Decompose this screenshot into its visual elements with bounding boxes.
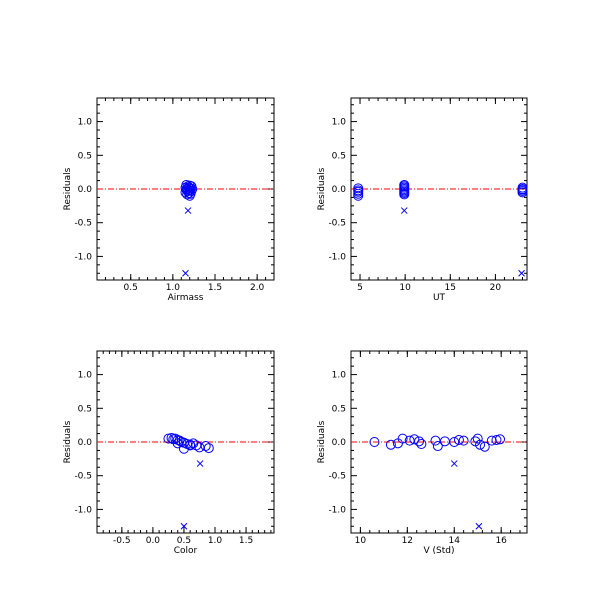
data-point-circle-color	[203, 443, 214, 454]
x-tick-label-ut: 10	[399, 283, 411, 293]
data-point-circle-v-std	[491, 434, 502, 445]
y-tick-label-color: -1.0	[74, 505, 92, 515]
x-tick-label-v-std: 16	[495, 536, 507, 546]
y-axis-label-airmass: Residuals	[63, 167, 73, 210]
x-tick-label-color: 1.5	[239, 536, 253, 546]
x-tick-label-airmass: 2.0	[250, 283, 265, 293]
x-axis-label-airmass: Airmass	[168, 293, 204, 303]
y-tick-label-ut: -0.5	[328, 219, 346, 229]
data-point-circle-color	[194, 442, 205, 453]
y-tick-label-v-std: 0.0	[332, 438, 347, 448]
y-tick-label-ut: -1.0	[328, 252, 346, 262]
y-tick-label-ut: 1.0	[332, 118, 347, 128]
data-point-circle-ut	[517, 187, 528, 198]
data-point-cross-airmass	[184, 207, 192, 214]
data-point-circle-color	[185, 440, 196, 451]
data-point-circle-color	[188, 438, 199, 449]
data-point-circle-v-std	[449, 437, 460, 447]
x-tick-label-color: 1.0	[208, 536, 223, 546]
y-tick-label-ut: 0.0	[332, 185, 347, 195]
data-point-circle-v-std	[479, 441, 490, 452]
data-point-circle-v-std	[475, 439, 486, 450]
data-point-circle-color	[170, 433, 181, 444]
data-point-circle-v-std	[432, 441, 443, 452]
data-point-circle-v-std	[397, 433, 408, 444]
y-axis-label-ut: Residuals	[317, 167, 327, 210]
cross-stroke	[475, 522, 483, 530]
y-tick-label-color: -0.5	[74, 472, 92, 482]
y-tick-label-airmass: 0.5	[78, 151, 92, 161]
x-tick-label-v-std: 12	[402, 536, 413, 546]
y-tick-label-color: 0.0	[78, 438, 93, 448]
cross-stroke	[184, 207, 192, 214]
data-point-cross-ut	[400, 207, 408, 214]
y-tick-label-airmass: -1.0	[74, 252, 92, 262]
panel-color: -0.5 0.0 0.5 1.0 1.5 -1.0 -0.5 0.0 0.5 1.0 Color Re…	[63, 350, 275, 556]
data-point-circle-v-std	[416, 439, 427, 450]
x-tick-label-airmass: 1.5	[208, 283, 222, 293]
x-tick-label-ut: 5	[357, 283, 363, 293]
x-axis-label-v-std: V (Std)	[424, 546, 455, 556]
x-tick-label-v-std: 10	[355, 536, 367, 546]
data-point-circle-v-std	[385, 439, 396, 450]
data-point-cross-color	[196, 460, 204, 467]
x-tick-label-airmass: 0.5	[124, 283, 138, 293]
x-tick-label-v-std: 14	[449, 536, 461, 546]
x-tick-label-color: -0.5	[113, 536, 131, 546]
data-point-circle-v-std	[409, 434, 420, 445]
x-tick-label-ut: 15	[445, 283, 456, 293]
cross-stroke	[518, 269, 525, 277]
y-tick-label-airmass: 0.0	[78, 185, 93, 195]
y-tick-label-airmass: 1.0	[78, 118, 93, 128]
y-tick-label-color: 0.5	[78, 404, 92, 414]
y-tick-label-v-std: 0.5	[332, 404, 346, 414]
cross-stroke	[196, 460, 204, 467]
data-point-circle-color	[178, 443, 189, 454]
panel-v-std: 10 12 14 16 -1.0 -0.5 0.0 0.5 1.0 V (Std) Residual…	[317, 350, 528, 556]
data-point-circle-v-std	[369, 437, 380, 447]
y-tick-label-color: 1.0	[78, 371, 93, 381]
data-point-circle-airmass	[184, 190, 195, 201]
data-point-circle-color	[200, 441, 211, 452]
x-tick-label-airmass: 1.0	[166, 283, 181, 293]
data-point-cross-color	[180, 522, 188, 530]
x-axis-label-color: Color	[174, 546, 198, 556]
cross-stroke	[450, 460, 458, 467]
data-point-circle-v-std	[439, 436, 450, 447]
y-tick-label-v-std: -0.5	[328, 472, 346, 482]
data-point-circle-v-std	[414, 436, 425, 447]
y-axis-label-color: Residuals	[63, 420, 73, 463]
data-point-circle-v-std	[458, 435, 469, 446]
data-point-cross-v-std	[450, 460, 458, 467]
cross-stroke	[182, 269, 189, 277]
y-tick-label-airmass: -0.5	[74, 219, 92, 229]
y-axis-label-v-std: Residuals	[317, 420, 327, 463]
data-point-circle-ut	[353, 190, 364, 201]
data-point-cross-airmass	[182, 269, 189, 277]
cross-stroke	[400, 207, 408, 214]
x-axis-label-ut: UT	[433, 293, 446, 303]
x-tick-label-color: 0.0	[146, 536, 161, 546]
x-tick-label-ut: 20	[490, 283, 502, 293]
y-tick-label-v-std: -1.0	[328, 505, 346, 515]
x-tick-label-color: 0.5	[177, 536, 191, 546]
data-point-cross-v-std	[475, 522, 483, 530]
data-point-circle-v-std	[472, 433, 483, 444]
cross-stroke	[180, 522, 188, 530]
panel-ut: 5 10 15 20 -1.0 -0.5 0.0 0.5 1.0 UT Residuals	[317, 97, 528, 303]
y-tick-label-v-std: 1.0	[332, 371, 347, 381]
data-point-circle-v-std	[453, 434, 464, 445]
data-point-cross-ut	[518, 269, 525, 277]
panel-airmass: 0.5 1.0 1.5 2.0-1.0-0.50.00.51.0AirmassResi…	[63, 97, 275, 303]
data-point-circle-v-std	[430, 435, 441, 446]
data-point-circle-v-std	[495, 434, 506, 445]
data-point-circle-airmass	[182, 189, 193, 200]
data-point-circle-v-std	[486, 435, 497, 446]
data-point-circle-ut	[399, 189, 410, 200]
y-tick-label-ut: 0.5	[332, 151, 346, 161]
